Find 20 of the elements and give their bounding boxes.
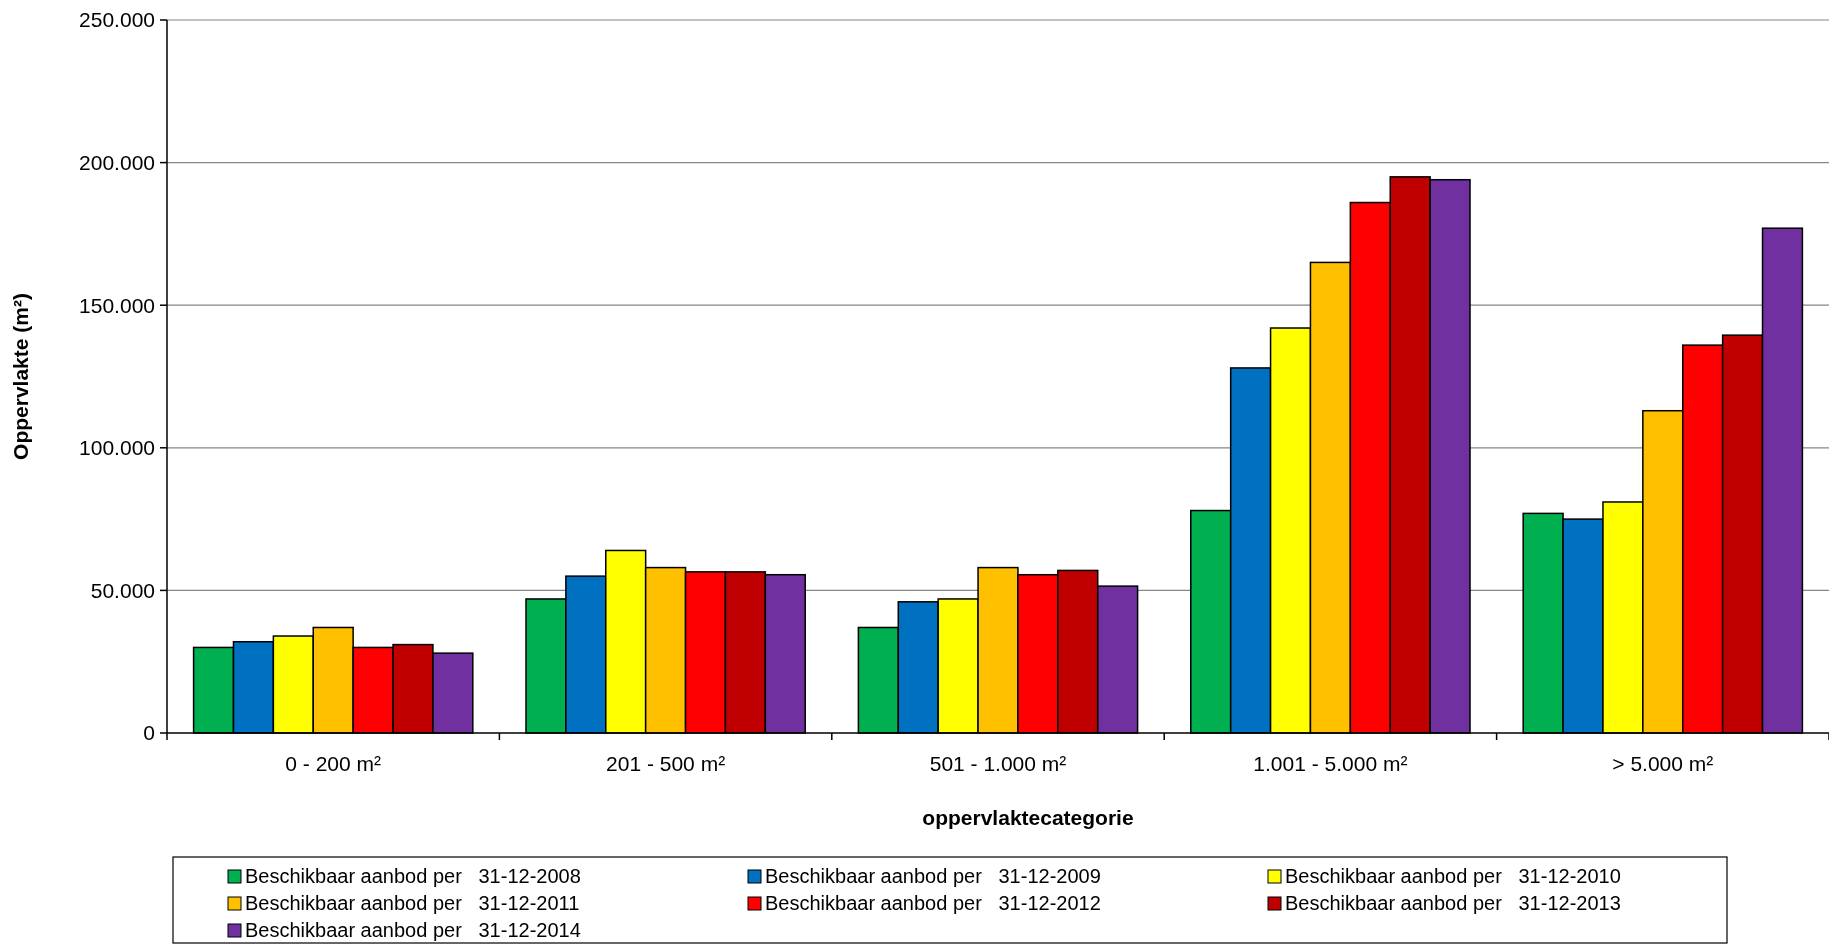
x-tick-label: 501 - 1.000 m² [929,752,1067,775]
y-tick-label: 0 [143,721,155,745]
legend-label: Beschikbaar aanbod per 31-12-2014 [245,919,581,941]
y-tick-label: 200.000 [79,150,155,174]
y-axis-title: Oppervlakte (m²) [9,293,32,460]
y-tick-label: 150.000 [79,293,155,317]
legend-label: Beschikbaar aanbod per 31-12-2009 [765,865,1101,887]
x-tick-label: 201 - 500 m² [606,752,726,775]
legend-label: Beschikbaar aanbod per 31-12-2011 [245,892,580,914]
x-tick-label: 0 - 200 m² [285,752,382,775]
y-tick-label: 100.000 [79,436,155,460]
legend-label: Beschikbaar aanbod per 31-12-2013 [1285,892,1621,914]
x-tick-label: > 5.000 m² [1612,752,1714,775]
y-tick-label: 50.000 [90,578,155,602]
legend-label: Beschikbaar aanbod per 31-12-2012 [765,892,1101,914]
legend-label: Beschikbaar aanbod per 31-12-2008 [245,865,581,887]
legend-label: Beschikbaar aanbod per 31-12-2010 [1285,865,1621,887]
y-tick-label: 250.000 [79,8,155,32]
x-tick-label: 1.001 - 5.000 m² [1253,752,1408,775]
x-axis-title: oppervlaktecategorie [922,806,1134,829]
